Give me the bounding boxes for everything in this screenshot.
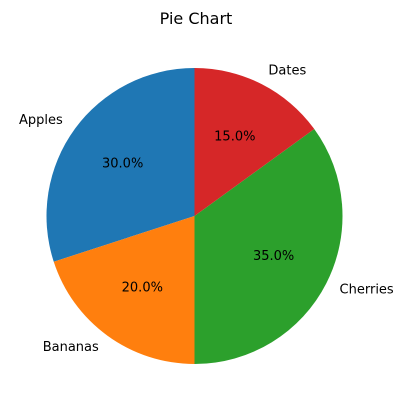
slice-label-bananas: Bananas bbox=[43, 340, 99, 355]
slice-apples bbox=[46, 68, 195, 262]
percent-label-apples: 30.0% bbox=[102, 156, 143, 171]
pie-labels: Apples 30.0% Bananas 20.0% Cherries 35.0% Date… bbox=[19, 63, 394, 355]
slice-label-apples: Apples bbox=[19, 113, 63, 128]
slice-dates bbox=[194, 68, 315, 216]
slice-bananas bbox=[53, 216, 195, 364]
chart-title: Pie Chart bbox=[160, 9, 233, 28]
percent-label-dates: 15.0% bbox=[214, 129, 255, 144]
pie-slices bbox=[46, 68, 343, 364]
slice-cherries bbox=[194, 129, 343, 364]
percent-label-bananas: 20.0% bbox=[122, 280, 163, 295]
slice-label-dates: Dates bbox=[268, 63, 306, 78]
slice-label-cherries: Cherries bbox=[340, 282, 394, 297]
percent-label-cherries: 35.0% bbox=[253, 249, 294, 264]
